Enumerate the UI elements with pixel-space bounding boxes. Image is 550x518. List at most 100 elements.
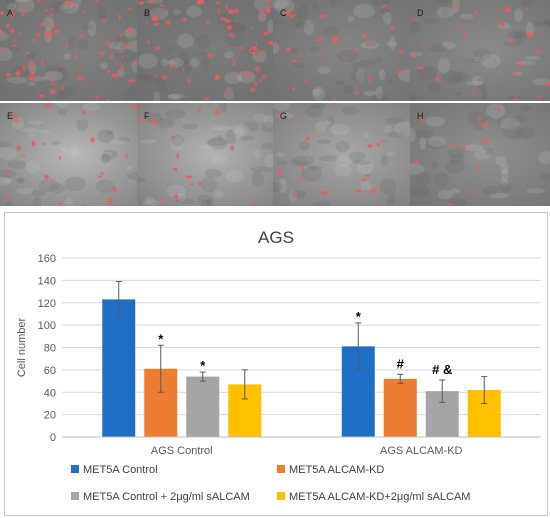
- micrograph-grid: A B C D E F G H: [0, 0, 550, 206]
- red-cell-mark: [228, 32, 235, 38]
- red-cell-mark: [131, 104, 137, 110]
- red-cell-mark: [81, 110, 86, 115]
- red-cell-mark: [535, 49, 541, 53]
- red-cell-mark: [355, 91, 359, 96]
- fluorescent-cells: [273, 0, 410, 101]
- red-cell-mark: [251, 46, 258, 51]
- red-cell-mark: [305, 79, 308, 84]
- red-cell-mark: [22, 65, 26, 71]
- red-cell-mark: [71, 4, 77, 7]
- red-cell-mark: [214, 74, 220, 81]
- red-cell-mark: [74, 55, 78, 60]
- red-cell-mark: [56, 202, 64, 205]
- red-cell-mark: [367, 144, 373, 148]
- red-cell-mark: [526, 6, 529, 10]
- red-cell-mark: [266, 0, 271, 3]
- red-cell-mark: [102, 18, 106, 24]
- red-cell-mark: [526, 32, 533, 38]
- red-cell-mark: [371, 39, 375, 44]
- red-cell-mark: [232, 61, 236, 67]
- red-cell-mark: [44, 174, 49, 179]
- red-cell-mark: [263, 31, 269, 36]
- red-cell-mark: [182, 67, 185, 74]
- red-cell-mark: [100, 172, 104, 175]
- red-cell-mark: [12, 113, 17, 118]
- red-cell-mark: [97, 175, 103, 178]
- red-cell-mark: [301, 165, 305, 172]
- red-cell-mark: [381, 140, 386, 143]
- legend-label: MET5A Control + 2μg/ml sALCAM: [83, 491, 250, 503]
- y-tick-label: 60: [44, 365, 56, 377]
- red-cell-mark: [258, 9, 265, 15]
- red-cell-mark: [99, 51, 105, 56]
- red-cell-mark: [390, 25, 395, 30]
- red-cell-mark: [147, 40, 150, 45]
- red-cell-mark: [11, 11, 14, 16]
- red-cell-mark: [158, 4, 165, 7]
- red-cell-mark: [482, 122, 488, 128]
- red-cell-mark: [187, 77, 191, 83]
- red-cell-mark: [268, 40, 273, 46]
- micrograph-panel-f: F: [137, 103, 273, 206]
- red-cell-mark: [446, 203, 454, 206]
- red-cell-mark: [249, 87, 256, 93]
- red-cell-mark: [298, 53, 301, 58]
- legend-label: MET5A Control: [83, 464, 158, 476]
- red-cell-mark: [41, 59, 44, 65]
- micrograph-panel-b: B: [137, 0, 273, 101]
- red-cell-mark: [25, 52, 30, 55]
- red-cell-mark: [53, 29, 60, 34]
- red-cell-mark: [42, 142, 45, 145]
- legend-swatch: [71, 465, 79, 473]
- significance-mark: *: [158, 331, 164, 346]
- red-cell-mark: [49, 7, 55, 11]
- red-cell-mark: [95, 0, 99, 3]
- red-cell-mark: [412, 18, 419, 21]
- panel-label: C: [280, 8, 287, 18]
- red-cell-mark: [19, 7, 25, 12]
- red-cell-mark: [207, 53, 214, 58]
- significance-mark: # &: [432, 362, 452, 377]
- fluorescent-cells: [410, 103, 550, 206]
- red-cell-mark: [252, 200, 256, 206]
- red-cell-mark: [254, 65, 260, 72]
- red-cell-mark: [396, 69, 403, 74]
- red-cell-mark: [78, 33, 84, 37]
- red-cell-mark: [253, 80, 258, 86]
- red-cell-mark: [248, 47, 252, 54]
- red-cell-mark: [129, 79, 136, 83]
- red-cell-mark: [335, 35, 340, 39]
- red-cell-mark: [78, 65, 83, 69]
- red-cell-mark: [5, 23, 10, 28]
- red-cell-mark: [546, 81, 550, 86]
- red-cell-mark: [118, 14, 121, 20]
- red-cell-mark: [255, 42, 258, 45]
- red-cell-mark: [459, 25, 466, 28]
- red-cell-mark: [44, 32, 52, 38]
- red-cell-mark: [257, 52, 264, 56]
- significance-mark: *: [200, 358, 206, 373]
- legend-label: MET5A ALCAM-KD: [289, 464, 384, 476]
- red-cell-mark: [290, 14, 294, 19]
- red-cell-mark: [171, 136, 175, 139]
- red-cell-mark: [1, 48, 7, 53]
- micrograph-panel-d: D: [410, 0, 550, 101]
- red-cell-mark: [22, 154, 26, 157]
- red-cell-mark: [0, 11, 4, 16]
- red-cell-mark: [197, 181, 203, 186]
- red-cell-mark: [189, 183, 195, 186]
- panel-label: B: [144, 8, 151, 18]
- red-cell-mark: [138, 1, 145, 5]
- red-cell-mark: [36, 0, 41, 3]
- panel-label: D: [417, 8, 424, 18]
- panel-label: E: [7, 111, 14, 121]
- red-cell-mark: [214, 108, 220, 115]
- micrograph-panel-c: C: [273, 0, 410, 101]
- red-cell-mark: [154, 23, 159, 26]
- red-cell-mark: [293, 13, 297, 17]
- red-cell-mark: [276, 113, 282, 119]
- red-cell-mark: [166, 20, 171, 26]
- red-cell-mark: [321, 60, 324, 64]
- red-cell-mark: [112, 186, 118, 193]
- chart-title: AGS: [258, 228, 294, 247]
